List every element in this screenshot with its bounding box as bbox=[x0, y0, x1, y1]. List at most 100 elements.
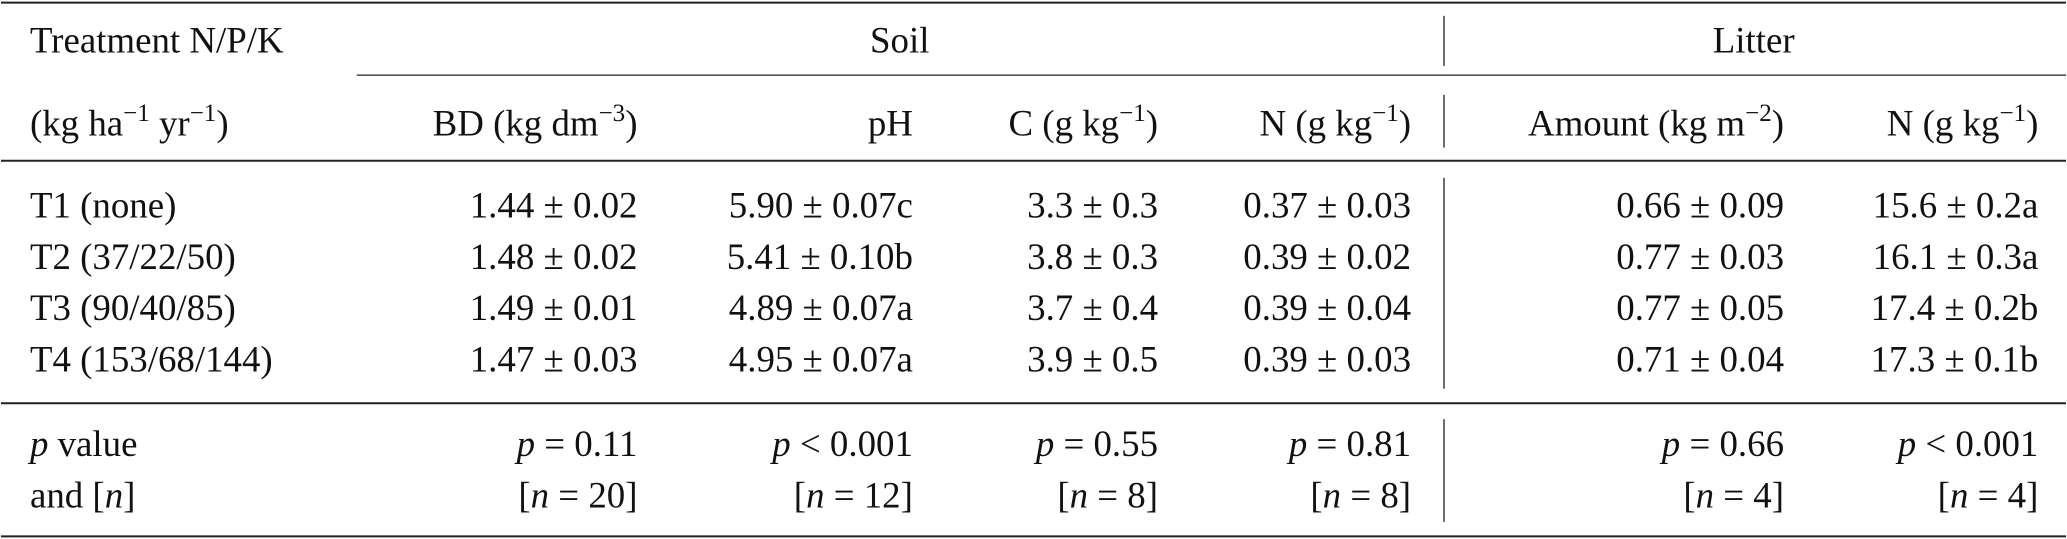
column-header: (kg ha−1 yr−1) bbox=[30, 100, 229, 144]
cell-text: = 4] bbox=[1968, 474, 2038, 515]
cell-text: n bbox=[1696, 474, 1714, 515]
footer-cell: [n = 4] bbox=[1938, 474, 2039, 515]
cell-text: yr bbox=[150, 103, 190, 144]
cell-text: = 12] bbox=[825, 474, 913, 515]
footer-cell: p < 0.001 bbox=[1895, 423, 2039, 464]
cell-text: n bbox=[1070, 474, 1088, 515]
cell-text: C (g kg bbox=[1009, 103, 1120, 145]
cell-text: N (g kg bbox=[1887, 103, 2000, 145]
cell-text: = 8] bbox=[1341, 474, 1411, 515]
cell-text: p bbox=[1659, 423, 1680, 464]
cell: 0.39 ± 0.04 bbox=[1243, 287, 1411, 328]
cell: 1.44 ± 0.02 bbox=[470, 184, 638, 225]
column-header: N (g kg−1) bbox=[1259, 100, 1411, 144]
cell-text: ) bbox=[625, 103, 637, 145]
cell-text: −1 bbox=[1999, 100, 2026, 127]
footer-cell: p = 0.66 bbox=[1659, 423, 1784, 464]
cell-text: pH bbox=[868, 103, 913, 144]
cell-text: and [ bbox=[30, 474, 105, 515]
cell: 0.39 ± 0.03 bbox=[1243, 339, 1411, 380]
cell-text: = 0.66 bbox=[1680, 423, 1784, 464]
footer-cell: p = 0.81 bbox=[1286, 423, 1411, 464]
group-header: Soil bbox=[870, 20, 929, 61]
cell: 0.39 ± 0.02 bbox=[1243, 236, 1411, 277]
cell-text: ) bbox=[1772, 103, 1784, 145]
cell-text: N (g kg bbox=[1259, 103, 1372, 145]
footer-cell: [n = 20] bbox=[518, 474, 637, 515]
cell: 0.66 ± 0.09 bbox=[1616, 184, 1784, 225]
footer-cell: [n = 4] bbox=[1683, 474, 1784, 515]
cell: 16.1 ± 0.3a bbox=[1873, 236, 2039, 277]
cell-text: ] bbox=[123, 474, 135, 515]
footer-cell: and [n] bbox=[30, 474, 135, 515]
cell-text: [ bbox=[1057, 474, 1069, 515]
cell-text: n bbox=[1323, 474, 1341, 515]
footer-cell: p < 0.001 bbox=[769, 423, 913, 464]
cell-text: p bbox=[1033, 423, 1054, 464]
cell-text: = 20] bbox=[549, 474, 637, 515]
cell-text: = 0.11 bbox=[535, 423, 637, 464]
cell: 5.90 ± 0.07c bbox=[729, 184, 913, 225]
cell-text: −1 bbox=[1372, 100, 1399, 127]
cell-text: = 0.81 bbox=[1307, 423, 1411, 464]
cell: 17.3 ± 0.1b bbox=[1871, 339, 2039, 380]
footer-cell: [n = 8] bbox=[1310, 474, 1411, 515]
cell-text: = 4] bbox=[1714, 474, 1784, 515]
cell: 15.6 ± 0.2a bbox=[1873, 184, 2039, 225]
cell: T3 (90/40/85) bbox=[30, 287, 236, 329]
column-header: BD (kg dm−3) bbox=[433, 100, 638, 144]
cell-text: n bbox=[105, 474, 123, 515]
cell: T2 (37/22/50) bbox=[30, 236, 236, 278]
footer-cell: [n = 8] bbox=[1057, 474, 1158, 515]
cell: 17.4 ± 0.2b bbox=[1871, 287, 2039, 328]
cell-text: p bbox=[27, 423, 48, 464]
column-header: C (g kg−1) bbox=[1009, 100, 1159, 144]
cell-text: p bbox=[1895, 423, 1916, 464]
cell-text: [ bbox=[518, 474, 530, 515]
cell-text: ) bbox=[2026, 103, 2038, 145]
cell-text: = 0.55 bbox=[1054, 423, 1158, 464]
cell: 0.71 ± 0.04 bbox=[1616, 339, 1784, 380]
cell-text: [ bbox=[1310, 474, 1322, 515]
footer-cell: p = 0.55 bbox=[1033, 423, 1158, 464]
cell-text: ) bbox=[1399, 103, 1411, 145]
cell-text: n bbox=[531, 474, 549, 515]
cell-text: [ bbox=[794, 474, 806, 515]
footer-cell: [n = 12] bbox=[794, 474, 913, 515]
cell-text: (kg ha bbox=[30, 103, 123, 145]
cell-text: −1 bbox=[190, 100, 217, 127]
cell: 4.95 ± 0.07a bbox=[729, 339, 913, 380]
cell: 3.8 ± 0.3 bbox=[1027, 236, 1158, 277]
cell-text: BD (kg dm bbox=[433, 103, 599, 145]
cell-text: Amount (kg m bbox=[1528, 103, 1745, 145]
column-header: pH bbox=[868, 103, 913, 144]
cell: 3.3 ± 0.3 bbox=[1027, 184, 1158, 225]
cell: 4.89 ± 0.07a bbox=[729, 287, 913, 328]
column-header: Amount (kg m−2) bbox=[1528, 100, 1784, 144]
cell-text: p bbox=[514, 423, 535, 464]
group-header: Treatment N/P/K bbox=[30, 20, 284, 61]
cell: T4 (153/68/144) bbox=[30, 339, 273, 381]
cell-text: n bbox=[1950, 474, 1968, 515]
cell-text: n bbox=[806, 474, 824, 515]
cell-text: ) bbox=[1146, 103, 1158, 145]
cell-text: p bbox=[769, 423, 790, 464]
cell: 0.37 ± 0.03 bbox=[1243, 184, 1411, 225]
cell: 5.41 ± 0.10b bbox=[727, 236, 913, 277]
cell: 3.7 ± 0.4 bbox=[1027, 287, 1158, 328]
cell: 1.49 ± 0.01 bbox=[470, 287, 638, 328]
cell-text: p bbox=[1286, 423, 1307, 464]
cell: 1.48 ± 0.02 bbox=[470, 236, 638, 277]
cell: 1.47 ± 0.03 bbox=[470, 339, 638, 380]
cell: 0.77 ± 0.05 bbox=[1616, 287, 1784, 328]
cell-text: = 8] bbox=[1088, 474, 1158, 515]
cell-text: value bbox=[48, 423, 137, 464]
cell: 0.77 ± 0.03 bbox=[1616, 236, 1784, 277]
column-header: N (g kg−1) bbox=[1887, 100, 2039, 144]
cell-text: −1 bbox=[1119, 100, 1146, 127]
cell-text: −1 bbox=[123, 100, 150, 127]
cell-text: < 0.001 bbox=[791, 423, 913, 464]
group-header: Litter bbox=[1713, 20, 1795, 61]
cell: 3.9 ± 0.5 bbox=[1027, 339, 1158, 380]
footer-cell: p = 0.11 bbox=[514, 423, 638, 464]
